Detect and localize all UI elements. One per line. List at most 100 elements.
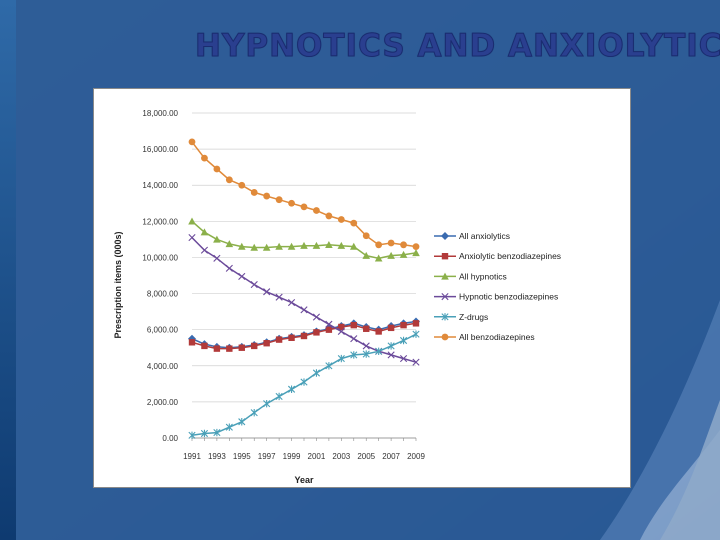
data-point [188,233,196,242]
left-edge-band [0,0,16,540]
data-point [188,217,196,225]
swoosh-curve-outer [660,400,720,540]
data-point [441,293,449,301]
x-axis-ticks: 1991 1993 1995 1997 1999 2001 2003 2005 2007 2009 [183,438,425,461]
data-point [226,345,233,352]
data-point [375,328,382,335]
y-tick-label: 0.00 [162,434,178,443]
legend-label: All anxiolytics [459,231,510,241]
data-point [325,241,333,249]
data-point [325,362,333,370]
legend: All anxiolytics Anxiolytic benzodiazepine… [434,231,561,342]
data-point [337,241,346,249]
legend-entry: All benzodiazepines [434,332,535,342]
data-point [387,351,395,359]
series-line [191,141,417,248]
data-point [350,335,358,343]
x-tick-label: 2009 [407,452,425,461]
legend-label: Anxiolytic benzodiazepines [459,251,561,261]
x-tick-label: 1991 [183,452,201,461]
data-point [275,336,283,343]
data-point [350,321,357,329]
legend-entry: Anxiolytic benzodiazepines [434,251,561,261]
data-point [287,298,296,307]
data-point [275,392,283,401]
data-point [213,165,221,173]
series-line [191,220,417,260]
series-hypnotic-benzodiazepines [188,233,420,366]
line-chart: 0.00 2,000.00 4,000.00 6,000.00 8,000.00 10,0… [113,109,561,485]
y-tick-label: 8,000.00 [147,290,179,299]
data-point [238,418,246,426]
data-point [238,272,246,280]
legend-label: All benzodiazepines [459,332,535,342]
data-point [349,242,358,250]
data-point [201,154,208,162]
data-point [225,264,233,272]
data-point [399,250,408,258]
x-tick-label: 1993 [208,452,226,461]
data-point [362,251,371,259]
chart-panel: 0.00 2,000.00 4,000.00 6,000.00 8,000.00 10,0… [93,88,631,488]
data-point [300,332,308,340]
data-point [188,334,196,343]
data-point [325,326,333,333]
data-point [312,369,321,377]
data-point [325,212,333,220]
data-point [300,241,308,249]
data-point [287,242,296,250]
data-point [238,344,245,351]
x-tick-label: 1999 [283,452,301,461]
y-axis-ticks: 0.00 2,000.00 4,000.00 6,000.00 8,000.00 10,0… [142,109,178,443]
data-point [312,313,321,321]
data-point [337,327,345,336]
data-point [387,251,395,259]
data-point [300,306,308,314]
data-point [441,253,449,260]
data-point [263,399,271,408]
data-point [288,334,295,341]
data-point [399,354,408,363]
data-point [441,232,449,240]
legend-entry: Z-drugs [434,312,488,322]
data-point [363,325,370,332]
data-point [350,219,358,227]
data-point [362,342,370,350]
legend-label: Hypnotic benzodiazepines [459,292,558,302]
data-point [250,243,259,251]
series-anxiolytic-benzodiazepines [188,320,420,352]
x-tick-label: 2007 [382,452,400,461]
data-point [263,288,271,296]
legend-label: All hypnotics [459,271,507,281]
y-tick-label: 4,000.00 [147,362,179,371]
series-all-hypnotics [188,217,420,262]
data-point [312,241,321,249]
data-point [225,240,234,248]
x-tick-label: 1995 [233,452,251,461]
data-point [250,409,258,417]
data-point [287,385,296,393]
data-point [441,272,449,280]
data-point [350,351,358,359]
data-point [213,254,221,262]
data-point [412,249,420,257]
data-point [441,333,449,341]
data-point [325,320,333,328]
x-tick-label: 2005 [357,452,375,461]
data-point [225,176,233,184]
data-point [337,216,345,223]
data-point [275,242,283,250]
data-point [362,232,370,240]
data-point [362,350,370,358]
x-tick-label: 2003 [332,452,350,461]
x-axis-title: Year [294,475,314,485]
gridlines [192,112,416,439]
data-point [375,241,383,249]
data-point [250,189,258,196]
data-point [313,329,320,336]
data-point [387,342,395,350]
data-point [399,336,408,345]
y-tick-label: 16,000.00 [142,145,178,154]
data-point [250,280,258,289]
y-tick-label: 6,000.00 [147,326,179,335]
